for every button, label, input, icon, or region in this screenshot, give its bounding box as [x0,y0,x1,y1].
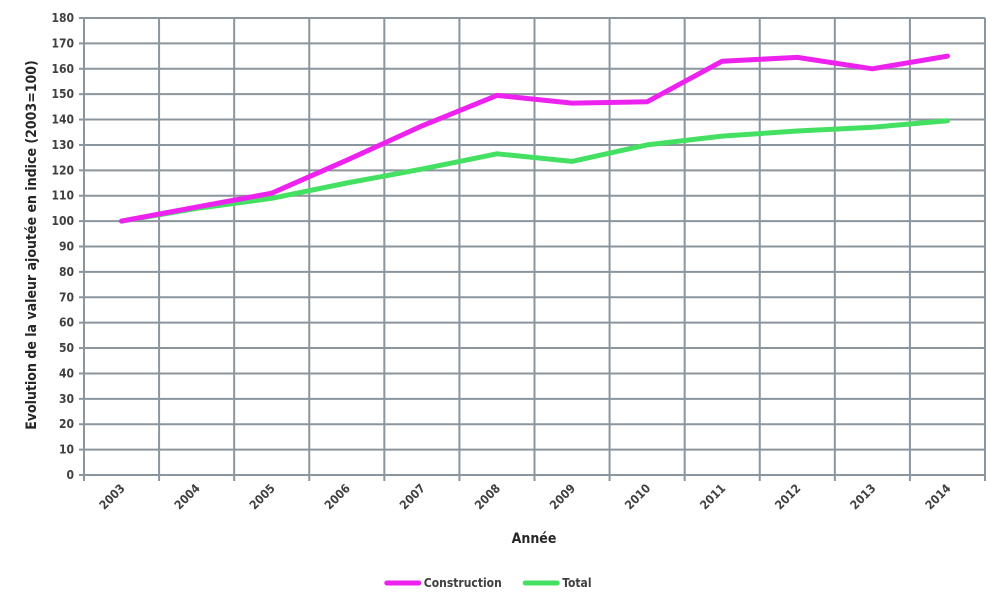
x-tick-label: 2010 [622,481,653,512]
grid [84,17,986,475]
legend-label: Construction [424,576,502,590]
y-tick-label: 90 [59,240,74,254]
x-tick-labels: 2003 2004 2005 2006 2007 2008 2009 2010 2011 2012… [97,481,954,512]
x-tick-label: 2003 [97,481,128,512]
y-tick-label: 60 [59,316,74,330]
x-tick-label: 2006 [322,481,353,512]
y-axis-title: Evolution de la valeur ajoutée en indice… [24,60,40,430]
x-tick-label: 2008 [472,481,503,512]
y-tick-label: 30 [59,392,74,406]
y-tick-labels: 0 10 20 30 40 50 60 70 80 90 100 110 120 130 140 150 160… [51,11,74,482]
y-tick-label: 70 [59,290,74,304]
x-axis-title: Année [512,531,557,547]
legend-label: Total [562,576,591,590]
series-lines [119,53,950,224]
x-tick-label: 2012 [772,481,803,512]
x-tick-label: 2004 [172,481,203,512]
x-tick-label: 2014 [922,481,953,512]
x-tick-label: 2011 [697,481,728,512]
legend: Construction Total [384,576,592,590]
y-tick-label: 80 [59,265,74,279]
x-tick-label: 2013 [847,481,878,512]
y-tick-label: 20 [59,417,74,431]
legend-item-construction: Construction [384,576,502,590]
y-tick-label: 140 [51,113,74,127]
y-tick-label: 100 [51,214,74,228]
series-line-construction [119,53,950,224]
y-tick-label: 150 [51,87,74,101]
x-tick-label: 2007 [397,481,428,512]
y-tick-label: 0 [66,468,74,482]
series-line-total [119,118,950,224]
y-tick-label: 50 [59,341,74,355]
y-tick-label: 10 [59,443,74,457]
y-tick-label: 120 [51,163,74,177]
y-tick-label: 170 [51,36,74,50]
axes [79,17,986,481]
y-tick-label: 40 [59,366,74,380]
x-tick-label: 2005 [247,481,278,512]
y-tick-label: 180 [51,11,74,25]
y-tick-label: 130 [51,138,74,152]
y-tick-label: 160 [51,62,74,76]
legend-item-total: Total [522,576,592,590]
y-tick-label: 110 [51,189,74,203]
x-tick-label: 2009 [547,481,578,512]
